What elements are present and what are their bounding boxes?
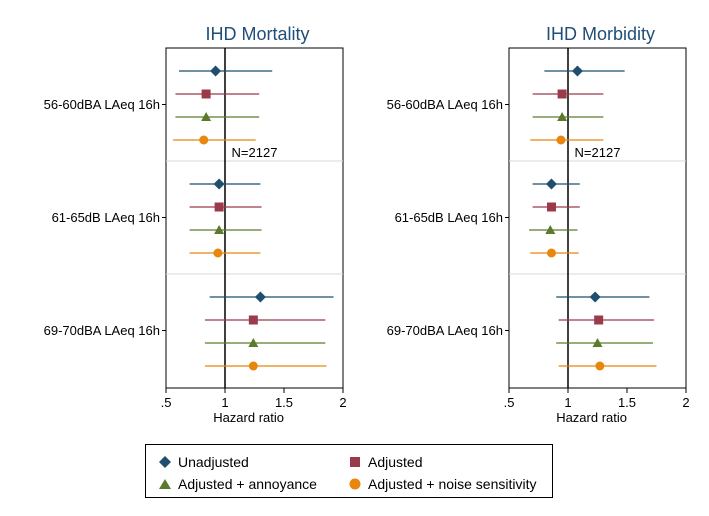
square-marker bbox=[248, 315, 258, 325]
plot-frame bbox=[165, 47, 344, 389]
square-marker bbox=[546, 202, 556, 212]
legend-item-adjusted-noise-sensitivity: Adjusted + noise sensitivity bbox=[348, 476, 536, 492]
legend-item-adjusted: Adjusted bbox=[348, 454, 422, 470]
x-tick-label: 2 bbox=[682, 395, 689, 410]
series-unadjusted bbox=[532, 65, 650, 303]
legend-label: Adjusted bbox=[368, 454, 423, 470]
triangle-marker bbox=[557, 112, 568, 121]
legend: Unadjusted Adjusted Adjusted + annoyance… bbox=[145, 444, 553, 498]
series-adjusted bbox=[175, 89, 326, 325]
legend-label: Adjusted + noise sensitivity bbox=[368, 476, 537, 492]
plot-frame bbox=[508, 47, 687, 389]
group-label: 56-60dBA LAeq 16h bbox=[387, 97, 503, 112]
x-axis-label: Hazard ratio bbox=[213, 410, 284, 425]
legend-label: Adjusted + annoyance bbox=[178, 476, 317, 492]
square-marker bbox=[201, 89, 211, 99]
sample-size-annotation: N=2127 bbox=[575, 145, 621, 160]
triangle-marker bbox=[545, 225, 556, 234]
x-tick-label: .5 bbox=[504, 395, 515, 410]
group-label: 69-70dBA LAeq 16h bbox=[44, 323, 160, 338]
x-axis-label: Hazard ratio bbox=[556, 410, 627, 425]
series-unadjusted bbox=[178, 65, 334, 303]
chart-title: IHD Mortality bbox=[205, 24, 309, 44]
series-adjusted-noise-sensitivity bbox=[530, 135, 657, 371]
triangle-marker bbox=[592, 338, 603, 347]
group-label: 56-60dBA LAeq 16h bbox=[44, 97, 160, 112]
circle-marker bbox=[546, 248, 556, 258]
series-adjusted bbox=[532, 89, 655, 325]
panel-ihd-mortality: IHD Mortality N=2127 56-60dBA LAeq 16h 61-6… bbox=[44, 24, 347, 425]
group-label: 61-65dB LAeq 16h bbox=[52, 210, 160, 225]
diamond-marker bbox=[545, 178, 557, 190]
panel-ihd-morbidity: IHD Morbidity N=2127 56-60dBA LAeq 16h 61-6… bbox=[387, 24, 690, 425]
circle-marker bbox=[556, 135, 566, 145]
square-marker bbox=[214, 202, 224, 212]
square-marker bbox=[594, 315, 604, 325]
circle-marker-icon bbox=[349, 478, 361, 490]
circle-marker bbox=[213, 248, 223, 258]
diamond-marker bbox=[210, 65, 222, 77]
circle-marker bbox=[199, 135, 209, 145]
series-adjusted-annoyance bbox=[175, 112, 326, 347]
diamond-marker-icon bbox=[159, 456, 171, 468]
triangle-marker-icon bbox=[159, 479, 171, 489]
triangle-marker bbox=[201, 112, 212, 121]
diamond-marker bbox=[571, 65, 583, 77]
chart-title: IHD Morbidity bbox=[546, 24, 655, 44]
group-label: 61-65dB LAeq 16h bbox=[395, 210, 503, 225]
forest-plots: IHD Mortality N=2127 56-60dBA LAeq 16h 61-6… bbox=[44, 24, 690, 425]
circle-marker bbox=[595, 361, 605, 371]
diamond-marker bbox=[589, 291, 601, 303]
triangle-marker bbox=[248, 338, 259, 347]
triangle-marker bbox=[214, 225, 225, 234]
sample-size-annotation: N=2127 bbox=[232, 145, 278, 160]
legend-item-unadjusted: Unadjusted bbox=[158, 454, 249, 470]
legend-label: Unadjusted bbox=[178, 454, 249, 470]
circle-marker bbox=[248, 361, 258, 371]
diamond-marker bbox=[213, 178, 225, 190]
square-marker-icon bbox=[350, 457, 360, 467]
x-tick-label: 1.5 bbox=[618, 395, 636, 410]
diamond-marker bbox=[254, 291, 266, 303]
square-marker bbox=[557, 89, 567, 99]
legend-item-adjusted-annoyance: Adjusted + annoyance bbox=[158, 476, 317, 492]
group-label: 69-70dBA LAeq 16h bbox=[387, 323, 503, 338]
x-tick-label: .5 bbox=[161, 395, 172, 410]
x-tick-label: 1 bbox=[221, 395, 228, 410]
x-tick-label: 1.5 bbox=[275, 395, 293, 410]
series-adjusted-noise-sensitivity bbox=[173, 135, 327, 371]
x-tick-label: 1 bbox=[564, 395, 571, 410]
series-adjusted-annoyance bbox=[529, 112, 653, 347]
x-tick-label: 2 bbox=[339, 395, 346, 410]
